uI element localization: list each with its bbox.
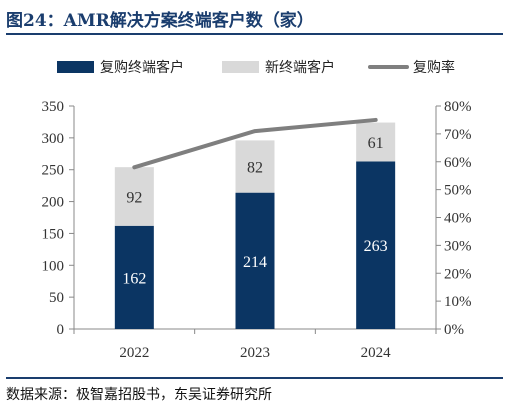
figure-title: 图24：AMR解决方案终端客户数（家） [6,11,314,31]
combo-chart: 复购终端客户 新终端客户 复购率 0 50 100 150 200 250 300 350 0%… [42,59,472,361]
left-axis-tick-label: 100 [42,258,65,274]
right-axis-tick-label: 50% [444,183,472,199]
bar-new-customers [356,122,396,162]
bar-repeat-customers [356,161,396,329]
bar-repeat-customers [114,225,154,329]
plot-area: 0 50 100 150 200 250 300 350 0% 10% 20% 30% 40% 50% 60… [42,99,472,361]
left-axis-tick-label: 350 [42,99,65,115]
bar-new-customers [235,140,275,193]
left-axis-tick-label: 0 [57,322,65,338]
legend-label-new: 新终端客户 [265,59,335,76]
right-axis-tick-label: 70% [444,127,472,143]
left-axis-tick-label: 300 [42,131,65,147]
data-label-new: 92 [126,189,142,206]
right-axis-tick-label: 40% [444,211,472,227]
left-axis-tick-label: 50 [49,290,64,306]
bar-new-customers [114,167,154,226]
left-axis-tick-label: 250 [42,163,65,179]
legend-swatch-repeat [57,61,94,73]
source-note: 数据来源：极智嘉招股书，东吴证券研究所 [6,387,272,403]
x-axis-tick-label: 2022 [119,345,149,361]
right-axis-tick-label: 60% [444,155,472,171]
legend-label-repeat: 复购终端客户 [100,59,184,76]
left-axis-tick-label: 200 [42,195,65,211]
right-axis-tick-label: 0% [444,322,464,338]
data-label-new: 61 [368,135,384,152]
title-divider [6,33,503,35]
data-label-repeat: 263 [364,238,388,255]
left-axis-tick-label: 150 [42,226,65,242]
right-axis-tick-label: 10% [444,294,472,310]
legend-swatch-new [222,61,259,73]
x-axis-tick-label: 2024 [361,345,392,361]
legend-label-rate: 复购率 [413,59,455,76]
right-axis-tick-label: 80% [444,99,472,115]
bar-repeat-customers [235,192,275,329]
right-axis-tick-label: 20% [444,266,472,282]
legend: 复购终端客户 新终端客户 复购率 [57,59,455,76]
line-repurchase-rate [132,117,378,170]
x-axis-tick-label: 2023 [240,345,270,361]
data-label-new: 82 [247,160,263,177]
data-label-repeat: 214 [243,254,267,271]
data-label-repeat: 162 [122,270,146,287]
right-axis-tick-label: 30% [444,238,472,254]
footer-divider [6,377,503,379]
